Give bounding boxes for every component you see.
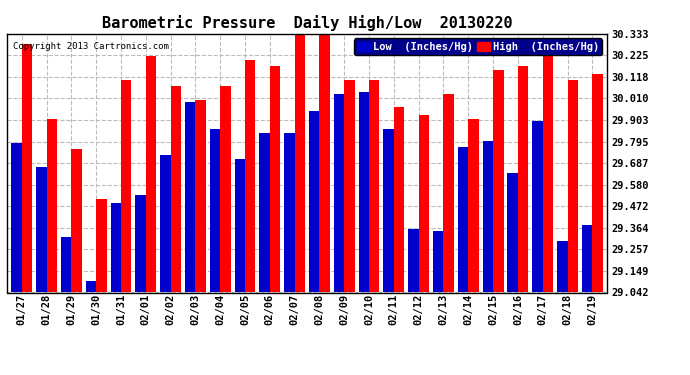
Bar bbox=[408, 229, 419, 292]
Bar bbox=[11, 142, 22, 292]
Bar bbox=[394, 106, 404, 292]
Bar bbox=[121, 81, 131, 292]
Bar bbox=[369, 81, 380, 292]
Bar bbox=[210, 129, 220, 292]
Bar bbox=[469, 118, 479, 292]
Bar bbox=[259, 132, 270, 292]
Bar bbox=[110, 203, 121, 292]
Text: Copyright 2013 Cartronics.com: Copyright 2013 Cartronics.com bbox=[13, 42, 169, 51]
Bar bbox=[36, 166, 47, 292]
Bar bbox=[582, 225, 592, 292]
Bar bbox=[344, 81, 355, 292]
Bar bbox=[384, 129, 394, 292]
Title: Barometric Pressure  Daily High/Low  20130220: Barometric Pressure Daily High/Low 20130… bbox=[101, 15, 513, 31]
Bar bbox=[334, 94, 344, 292]
Bar bbox=[507, 172, 518, 292]
Legend: Low  (Inches/Hg), High  (Inches/Hg): Low (Inches/Hg), High (Inches/Hg) bbox=[354, 38, 602, 55]
Bar bbox=[518, 66, 529, 292]
Bar bbox=[61, 237, 71, 292]
Bar bbox=[319, 32, 330, 292]
Bar bbox=[543, 54, 553, 292]
Bar bbox=[483, 141, 493, 292]
Bar bbox=[493, 70, 504, 292]
Bar bbox=[160, 154, 170, 292]
Bar bbox=[22, 44, 32, 292]
Bar bbox=[419, 114, 429, 292]
Bar bbox=[170, 87, 181, 292]
Bar bbox=[235, 159, 245, 292]
Bar bbox=[444, 94, 454, 292]
Bar bbox=[220, 87, 230, 292]
Bar bbox=[284, 132, 295, 292]
Bar bbox=[592, 74, 603, 292]
Bar bbox=[185, 102, 195, 292]
Bar bbox=[458, 147, 469, 292]
Bar bbox=[270, 66, 280, 292]
Bar bbox=[295, 34, 305, 292]
Bar bbox=[433, 231, 444, 292]
Bar bbox=[146, 56, 156, 292]
Bar bbox=[96, 199, 107, 292]
Bar bbox=[135, 195, 146, 292]
Bar bbox=[47, 118, 57, 292]
Bar bbox=[557, 241, 567, 292]
Bar bbox=[567, 81, 578, 292]
Bar bbox=[195, 100, 206, 292]
Bar bbox=[309, 111, 319, 292]
Bar bbox=[532, 120, 543, 292]
Bar bbox=[245, 60, 255, 292]
Bar bbox=[71, 148, 82, 292]
Bar bbox=[359, 93, 369, 292]
Bar bbox=[86, 281, 96, 292]
